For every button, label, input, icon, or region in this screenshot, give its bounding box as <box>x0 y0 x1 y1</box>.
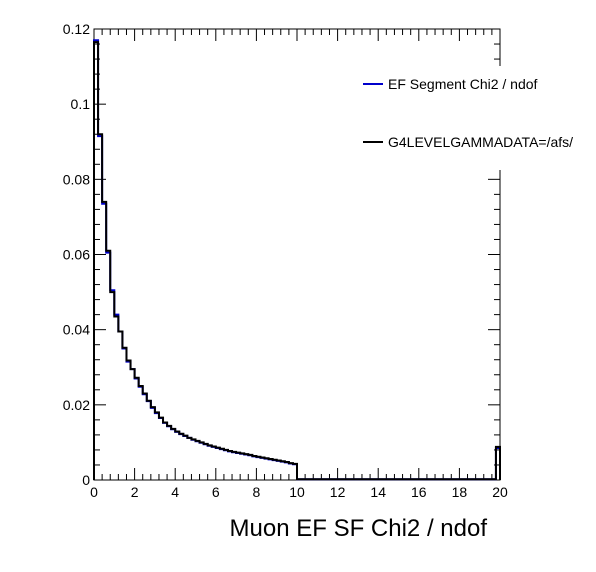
legend-label-series-1: EF Segment Chi2 / ndof <box>388 76 538 92</box>
x-tick-label: 6 <box>212 484 220 500</box>
legend-box <box>357 66 596 170</box>
x-tick-label: 14 <box>370 484 386 500</box>
x-tick-label: 4 <box>171 484 179 500</box>
x-tick-label: 10 <box>289 484 305 500</box>
y-tick-label: 0.1 <box>71 96 91 112</box>
x-tick-label: 12 <box>330 484 346 500</box>
y-tick-label: 0 <box>82 472 90 488</box>
y-tick-label: 0.08 <box>63 171 90 187</box>
x-tick-label: 18 <box>452 484 468 500</box>
x-tick-label: 20 <box>492 484 508 500</box>
legend-label-series-2: G4LEVELGAMMADATA=/afs/ <box>388 134 573 150</box>
axis-tick-labels: 0 2 4 6 8 10 12 14 16 18 20 0 0.02 0.04 0.06 0.08 0.1 0.1… <box>63 21 508 500</box>
histogram-series <box>93 39 501 481</box>
x-tick-label: 2 <box>131 484 139 500</box>
y-tick-label: 0.12 <box>63 21 90 37</box>
legend: EF Segment Chi2 / ndof G4LEVELGAMMADATA=… <box>357 66 596 170</box>
x-tick-label: 16 <box>411 484 427 500</box>
y-tick-label: 0.02 <box>63 397 90 413</box>
y-tick-label: 0.06 <box>63 247 90 263</box>
x-tick-label: 0 <box>90 484 98 500</box>
x-axis-title: Muon EF SF Chi2 / ndof <box>230 515 488 542</box>
x-tick-label: 8 <box>253 484 261 500</box>
y-tick-label: 0.04 <box>63 322 90 338</box>
histogram-series-2 <box>93 41 501 481</box>
